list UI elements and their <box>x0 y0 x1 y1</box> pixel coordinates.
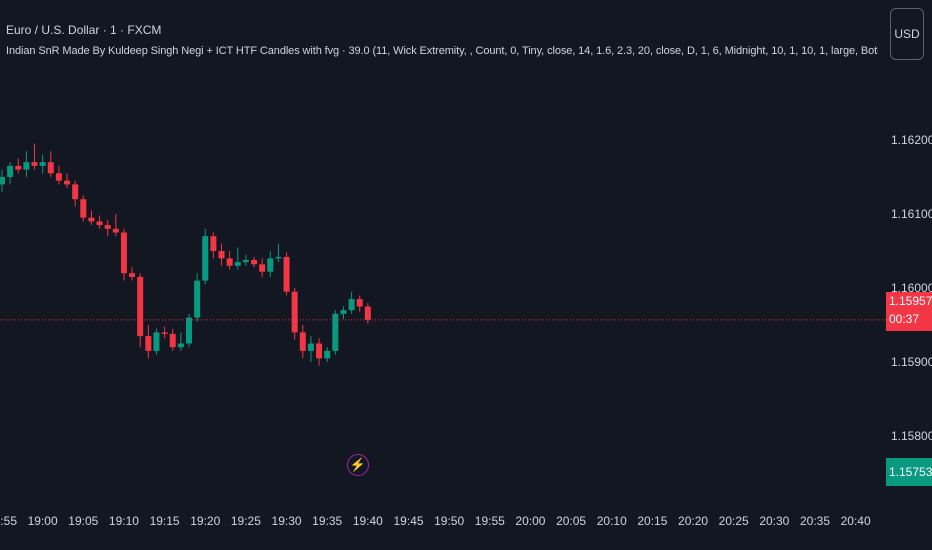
time-axis[interactable]: 18:55 19:00 19:05 19:10 19:15 19:20 19:25 19:30… <box>0 514 871 528</box>
candle-body <box>72 184 79 200</box>
candle-body <box>242 259 249 263</box>
candle-body <box>177 343 184 348</box>
x-tick-label: 20:20 <box>678 514 708 528</box>
candle-body <box>145 336 152 351</box>
y-tick-label: 1.15900 <box>891 355 932 369</box>
candle-body <box>47 162 54 174</box>
x-tick-label: 19:50 <box>434 514 464 528</box>
candle-body <box>88 217 95 222</box>
candle-body <box>291 291 298 333</box>
x-tick-label: 19:55 <box>475 514 505 528</box>
candle-body <box>137 276 144 337</box>
candle-body <box>96 221 103 226</box>
candle-body <box>226 258 233 266</box>
candle-body <box>185 317 192 344</box>
bar-countdown: 00:37 <box>889 312 920 326</box>
x-tick-label: 19:10 <box>109 514 139 528</box>
y-tick-label: 1.15800 <box>891 429 932 443</box>
candle-body <box>39 162 46 166</box>
x-tick-label: 20:15 <box>637 514 667 528</box>
candle-body <box>120 232 127 274</box>
candle-body <box>112 228 119 233</box>
x-tick-label: 19:00 <box>28 514 58 528</box>
candle-body <box>55 173 62 181</box>
currency-button[interactable]: USD <box>890 8 924 60</box>
x-tick-label: 19:35 <box>312 514 342 528</box>
x-tick-label: 20:00 <box>515 514 545 528</box>
candle-body <box>307 343 314 351</box>
candle-body <box>218 251 225 259</box>
candles-layer <box>0 143 371 366</box>
current-price-value: 1.15957 <box>889 294 932 308</box>
candle-body <box>364 306 371 320</box>
candle-body <box>104 225 111 229</box>
candle-body <box>324 350 331 359</box>
symbol-title[interactable]: Euro / U.S. Dollar · 1 · FXCM <box>6 23 162 37</box>
x-tick-label: 19:45 <box>393 514 423 528</box>
candle-body <box>15 165 22 170</box>
x-tick-label: 20:30 <box>759 514 789 528</box>
low-price-tag: 1.15753 <box>886 458 932 486</box>
candle-body <box>7 165 14 177</box>
candle-body <box>299 332 306 351</box>
candle-body <box>251 259 258 265</box>
candle-body <box>153 332 160 351</box>
x-tick-label: 20:10 <box>597 514 627 528</box>
candle-body <box>194 280 201 318</box>
candle-body <box>340 310 347 314</box>
candle-body <box>316 343 323 359</box>
candle-body <box>210 236 217 251</box>
candle-body <box>267 258 274 272</box>
candle-body <box>31 162 38 166</box>
candle-body <box>275 256 282 259</box>
y-tick-label: 1.16200 <box>891 133 932 147</box>
candle-body <box>169 333 176 348</box>
x-tick-label: 20:40 <box>841 514 871 528</box>
y-tick-label: 1.16100 <box>891 207 932 221</box>
x-tick-label: 19:40 <box>353 514 383 528</box>
indicator-legend[interactable]: Indian SnR Made By Kuldeep Singh Negi + … <box>6 45 878 57</box>
candle-body <box>234 262 241 266</box>
price-axis[interactable]: 1.16200 1.16100 1.16000 1.15900 1.15800 <box>891 133 932 443</box>
x-tick-label: 19:20 <box>190 514 220 528</box>
x-tick-label: 20:05 <box>556 514 586 528</box>
candle-body <box>202 236 209 281</box>
candle-body <box>23 162 30 170</box>
x-tick-label: 20:35 <box>800 514 830 528</box>
y-tick-label: 1.16000 <box>891 281 932 295</box>
x-tick-label: 18:55 <box>0 514 17 528</box>
candle-body <box>0 177 5 185</box>
candle-body <box>332 313 339 351</box>
current-price-tag: 1.15957 00:37 <box>886 292 932 331</box>
candle-body <box>259 264 266 272</box>
candle-body <box>64 180 71 185</box>
candle-body <box>356 299 363 307</box>
x-tick-label: 19:30 <box>272 514 302 528</box>
x-tick-label: 19:25 <box>231 514 261 528</box>
candle-body <box>129 273 136 277</box>
candle-body <box>161 332 168 334</box>
candle-body <box>283 256 290 292</box>
x-tick-label: 19:15 <box>150 514 180 528</box>
x-tick-label: 20:25 <box>719 514 749 528</box>
candle-body <box>80 199 87 218</box>
candle-body <box>348 299 355 311</box>
x-tick-label: 19:05 <box>68 514 98 528</box>
lightning-icon[interactable]: ⚡ <box>347 454 369 476</box>
